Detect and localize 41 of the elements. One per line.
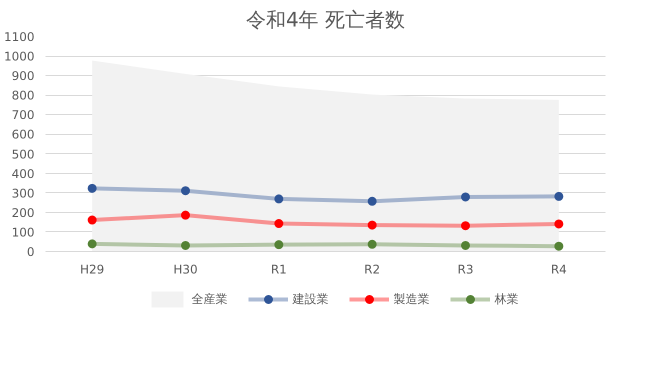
x-tick-label: H29 — [80, 262, 104, 276]
y-tick-label: 400 — [12, 166, 34, 181]
y-tick-label: 300 — [12, 186, 34, 200]
point — [461, 192, 470, 202]
point — [274, 240, 284, 250]
y-tick-label: 700 — [12, 108, 34, 122]
point — [181, 240, 190, 250]
x-tick-label: R4 — [550, 262, 567, 276]
chart-title: 令和4年 死亡者数 — [246, 8, 406, 32]
x-tick-label: R2 — [364, 262, 380, 276]
y-tick-label: 0 — [26, 245, 35, 259]
point — [274, 194, 284, 204]
point — [181, 186, 190, 196]
point — [554, 192, 564, 201]
y-tick-label: 600 — [12, 128, 34, 142]
point — [368, 220, 377, 230]
point — [88, 184, 97, 193]
point — [368, 240, 377, 249]
x-tick-label: R3 — [458, 262, 474, 276]
legend-label: 建設業 — [292, 290, 328, 308]
x-tick-label: H30 — [173, 262, 198, 276]
point — [554, 242, 564, 251]
y-tick-label: 500 — [12, 147, 34, 162]
point — [181, 210, 190, 220]
y-tick-label: 200 — [12, 206, 34, 220]
x-tick-label: R1 — [270, 262, 287, 276]
point — [461, 240, 470, 250]
y-tick-label: 1000 — [4, 50, 35, 64]
y-tick-label: 100 — [12, 225, 34, 240]
y-tick-label: 1100 — [4, 30, 35, 44]
legend-label: 全産業 — [192, 290, 228, 308]
point — [274, 219, 284, 228]
point — [554, 219, 564, 228]
point — [88, 239, 97, 248]
point — [368, 196, 377, 206]
y-tick-label: 800 — [12, 88, 34, 103]
y-tick-label: 900 — [12, 69, 34, 84]
legend-label: 林業 — [494, 290, 518, 308]
point — [461, 221, 470, 230]
point — [88, 216, 97, 225]
legend-label: 製造業 — [394, 290, 430, 308]
